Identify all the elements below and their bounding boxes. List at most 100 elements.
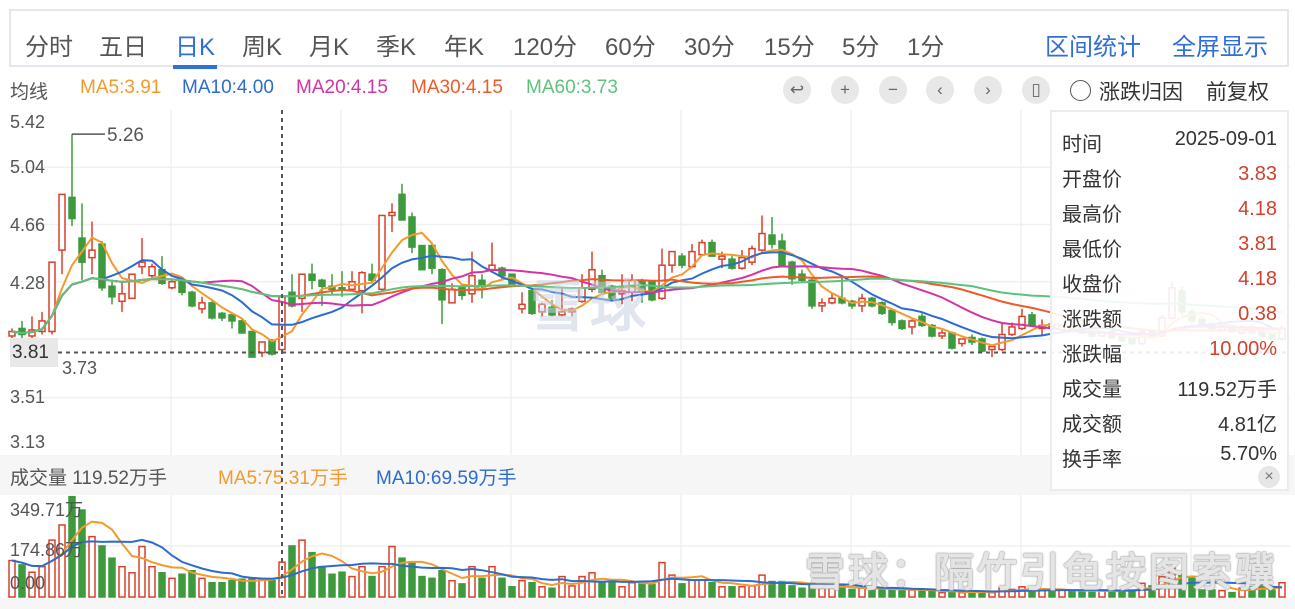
volume-bar <box>338 571 346 598</box>
volume-bar <box>248 578 256 598</box>
volume-bar <box>58 524 66 598</box>
volume-tick: 349.71万 <box>10 500 84 520</box>
volume-bar <box>48 539 56 598</box>
close-icon[interactable]: × <box>1258 466 1280 488</box>
tab-quarterly-k[interactable]: 季K <box>376 34 417 61</box>
tab-60min[interactable]: 60分 <box>605 34 656 61</box>
candle-body <box>438 268 446 301</box>
candle-body <box>928 324 936 337</box>
volume-bar <box>738 586 746 598</box>
undo-icon[interactable]: ↩ <box>783 76 811 104</box>
volume-tick: 0.00 <box>10 573 46 593</box>
volume-bar <box>428 577 436 598</box>
volume-bar <box>1228 591 1236 598</box>
range-stats-link[interactable]: 区间统计 <box>1045 34 1141 61</box>
adjust-mode-select[interactable]: 前复权 <box>1206 81 1269 104</box>
info-row: 最高价 4.18 <box>1062 192 1277 227</box>
candle-body <box>308 273 316 281</box>
volume-bar <box>348 575 356 598</box>
candle-body <box>498 267 506 277</box>
tab-weekly-k[interactable]: 周K <box>242 34 283 61</box>
zoom-in-icon[interactable]: + <box>831 76 859 104</box>
volume-bar <box>488 565 496 598</box>
volume-bar <box>208 581 216 598</box>
volume-bar <box>1258 585 1266 598</box>
volume-bar <box>878 589 886 598</box>
attribution-radio[interactable] <box>1070 80 1091 101</box>
tab-120min[interactable]: 120分 <box>513 34 578 61</box>
fullscreen-link[interactable]: 全屏显示 <box>1172 34 1268 61</box>
volume-bar <box>528 581 536 598</box>
candle-body <box>668 250 676 266</box>
candle-body <box>1008 326 1016 336</box>
tab-daily-k[interactable]: 日K <box>172 27 218 69</box>
tab-intraday[interactable]: 分时 <box>25 34 73 61</box>
attribution-label[interactable]: 涨跌归因 <box>1099 81 1183 104</box>
volume-bar <box>1218 589 1226 598</box>
ma5-value: MA5:3.91 <box>80 77 162 98</box>
tab-1min[interactable]: 1分 <box>907 34 945 61</box>
info-row: 成交量 119.52万手 <box>1062 367 1277 402</box>
volume-bar <box>198 577 206 598</box>
volume-bar <box>818 587 826 598</box>
tab-five-day[interactable]: 五日 <box>99 34 147 61</box>
volume-bar <box>518 579 526 598</box>
volume-ma10-line <box>11 538 1283 593</box>
volume-bar <box>928 590 936 598</box>
info-row: 时间 2025-09-01 <box>1062 122 1277 157</box>
candle-body <box>828 297 836 304</box>
candle-body <box>398 193 406 221</box>
volume-bar <box>1238 587 1246 598</box>
volume-bar <box>298 539 306 598</box>
price-tick: 5.42 <box>10 112 46 132</box>
candle-body <box>768 234 776 245</box>
volume-bar <box>758 574 766 598</box>
volume-bar <box>1208 589 1216 598</box>
volume-bar <box>78 509 86 598</box>
volume-bar <box>628 581 636 598</box>
low-annotation: 3.73 <box>62 358 98 378</box>
tab-5min[interactable]: 5分 <box>842 34 880 61</box>
candle-icon[interactable]: ▯ <box>1022 76 1050 104</box>
candle-body <box>8 330 16 337</box>
volume-bar <box>568 585 576 598</box>
volume-bar <box>258 578 266 598</box>
volume-bar <box>1188 577 1196 598</box>
volume-bar <box>608 580 616 598</box>
volume-bar <box>1278 581 1286 598</box>
tab-monthly-k[interactable]: 月K <box>309 34 350 61</box>
candle-body <box>98 243 106 289</box>
candle-body <box>258 341 266 354</box>
volume-bar <box>308 551 316 598</box>
zoom-out-icon[interactable]: − <box>879 76 907 104</box>
tab-30min[interactable]: 30分 <box>684 34 735 61</box>
chevron-left-icon[interactable]: ‹ <box>926 76 954 104</box>
candle-body <box>48 261 56 333</box>
candle-body <box>678 255 686 266</box>
xueqiu-center-watermark: 雪球 <box>530 275 650 338</box>
chevron-right-icon[interactable]: › <box>974 76 1002 104</box>
info-row: 涨跌额 0.38 <box>1062 297 1277 332</box>
info-label: 换手率 <box>1062 449 1122 471</box>
info-value: 4.81亿 <box>1218 414 1277 436</box>
info-label: 收盘价 <box>1062 274 1122 296</box>
candle-body <box>318 279 326 288</box>
tab-15min[interactable]: 15分 <box>764 34 815 61</box>
volume-bar <box>178 573 186 598</box>
info-value: 4.18 <box>1238 268 1277 290</box>
volume-bar <box>168 577 176 598</box>
volume-bar <box>828 587 836 598</box>
price-tick: 5.04 <box>10 157 46 177</box>
volume-bar <box>278 561 286 598</box>
ma-label: 均线 <box>10 82 49 103</box>
candle-body <box>208 302 216 319</box>
volume-bar <box>28 571 36 598</box>
volume-bar <box>88 535 96 598</box>
high-annotation: 5.26 <box>107 125 144 146</box>
info-row: 换手率 5.70% <box>1062 437 1277 472</box>
candle-body <box>818 302 826 307</box>
volume-bar <box>378 565 386 598</box>
candle-body <box>108 285 116 298</box>
tab-yearly-k[interactable]: 年K <box>444 34 485 61</box>
info-label: 成交量 <box>1062 379 1122 401</box>
